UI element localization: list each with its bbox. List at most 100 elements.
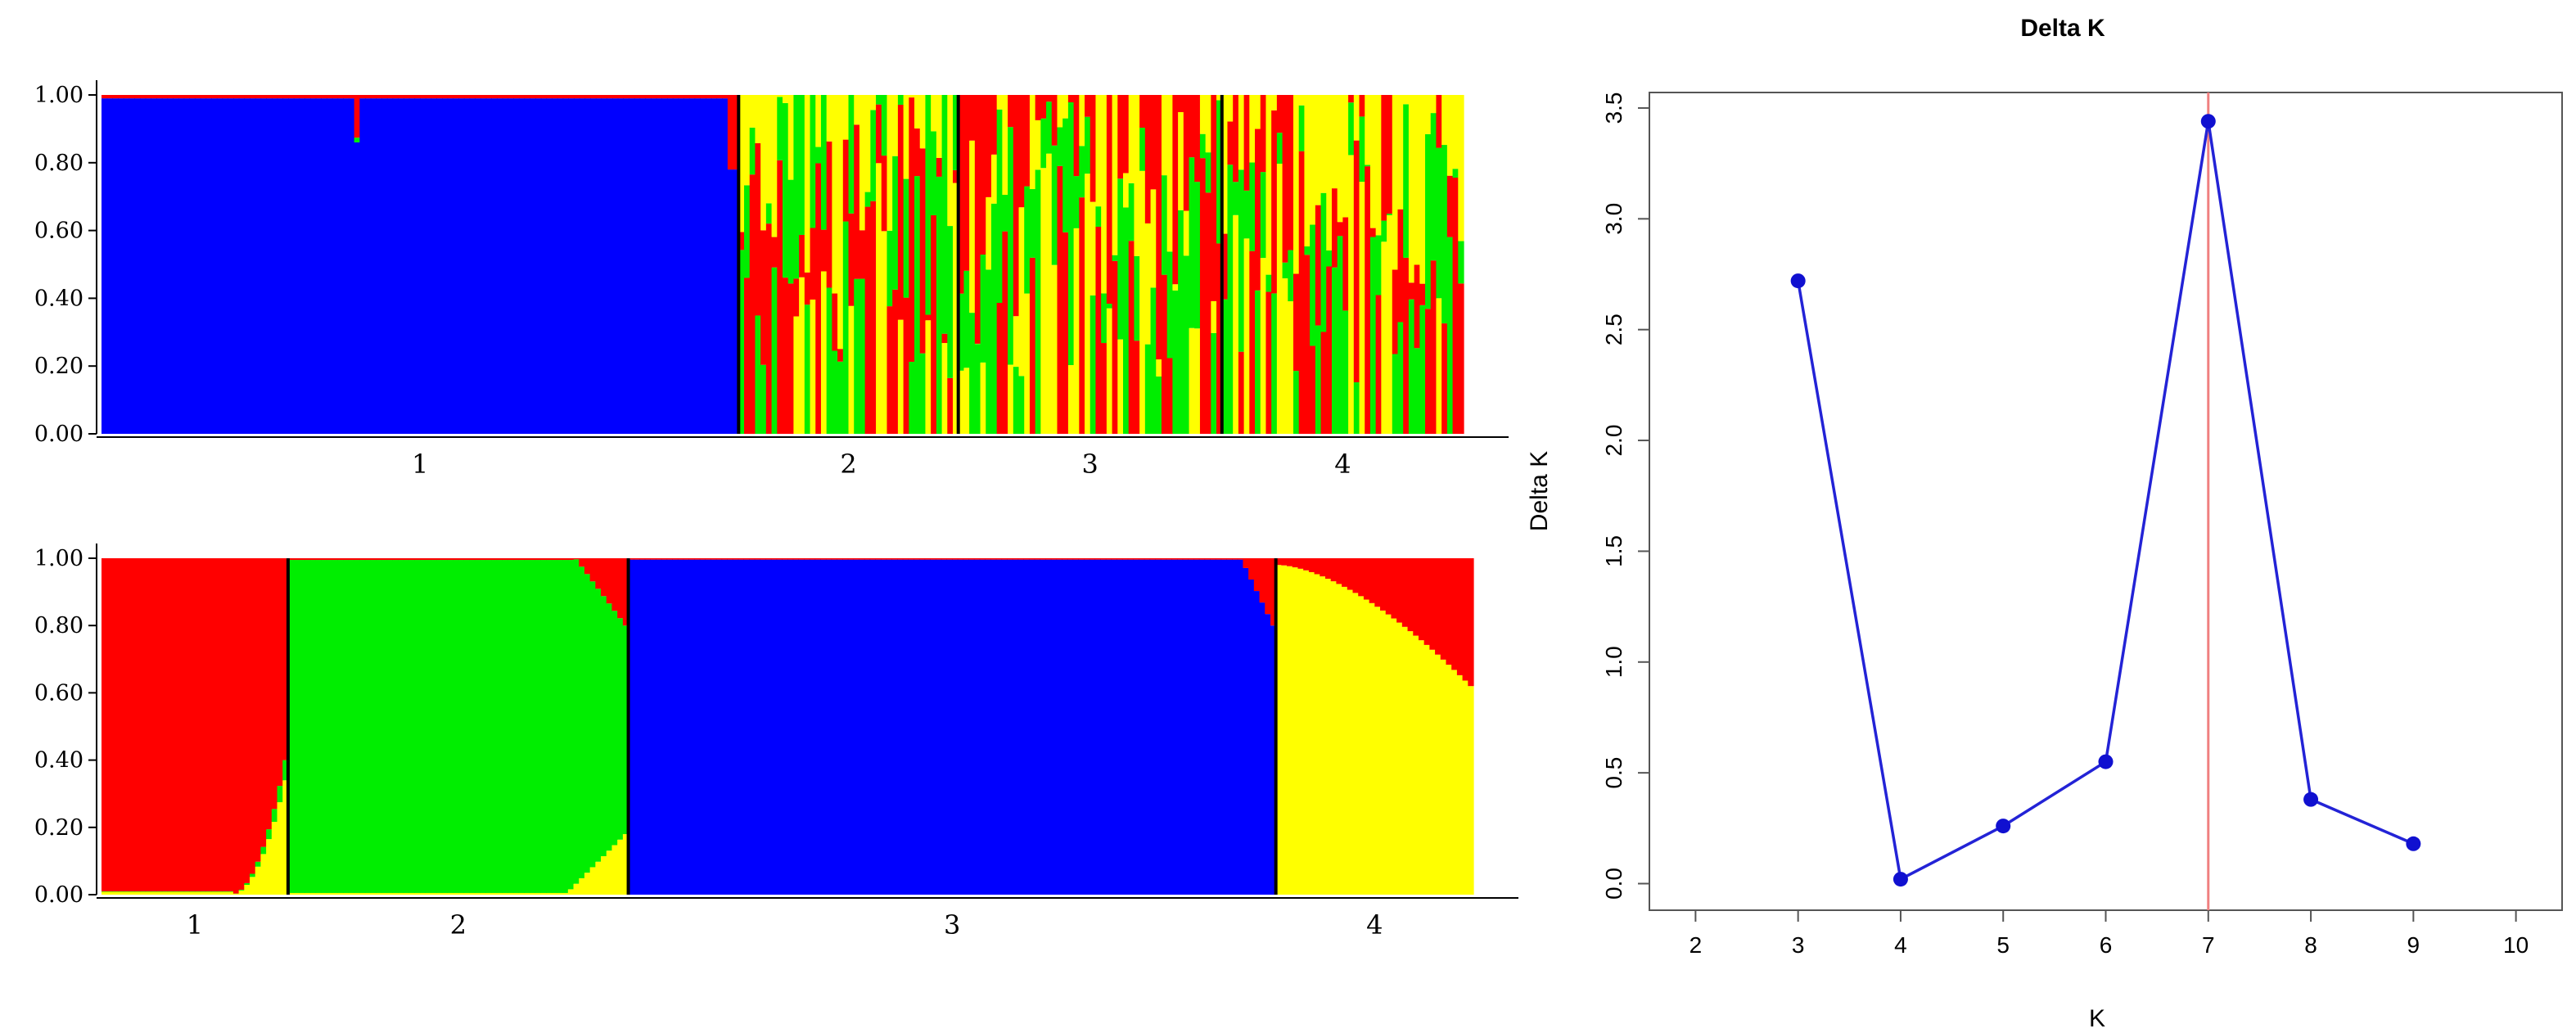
group-label: 4 bbox=[1334, 449, 1351, 480]
structure-bar-segment bbox=[112, 891, 119, 892]
structure-bar-segment bbox=[677, 559, 684, 895]
structure-bar-segment bbox=[980, 95, 986, 255]
structure-bar-segment bbox=[299, 98, 305, 434]
structure-bar-segment bbox=[1221, 233, 1229, 300]
structure-bar-segment bbox=[1359, 182, 1365, 435]
structure-bar-segment bbox=[354, 138, 360, 142]
structure-bar-segment bbox=[359, 558, 366, 561]
structure-bar-segment bbox=[491, 95, 498, 99]
structure-bar-segment bbox=[820, 558, 827, 560]
structure-bar-segment bbox=[441, 558, 448, 561]
structure-bar-segment bbox=[1226, 559, 1233, 895]
structure-bar-segment bbox=[1271, 95, 1278, 111]
structure-bar-segment bbox=[381, 98, 388, 434]
structure-bar-segment bbox=[1287, 566, 1293, 895]
structure-bar-segment bbox=[1166, 95, 1173, 252]
structure-bar-segment bbox=[469, 892, 476, 895]
structure-bar-segment bbox=[1220, 558, 1227, 560]
structure-bar-segment bbox=[1189, 327, 1195, 434]
structure-bar-segment bbox=[1282, 95, 1288, 263]
structure-bar-segment bbox=[1221, 299, 1229, 434]
structure-bar-segment bbox=[1029, 95, 1036, 190]
structure-bar-segment bbox=[1381, 95, 1387, 221]
structure-bar-segment bbox=[925, 95, 932, 315]
structure-bar-segment bbox=[1430, 113, 1437, 261]
delta-k-point bbox=[1790, 273, 1806, 289]
structure-bar-segment bbox=[266, 98, 273, 434]
structure-bar-segment bbox=[1112, 260, 1118, 434]
structure-bar-segment bbox=[1374, 607, 1381, 895]
structure-bar-segment bbox=[370, 95, 377, 99]
structure-bar-segment bbox=[986, 196, 992, 270]
structure-bar-segment bbox=[228, 891, 234, 892]
structure-bar-segment bbox=[562, 98, 569, 434]
structure-bar-segment bbox=[1352, 558, 1359, 593]
structure-bar-segment bbox=[173, 891, 179, 895]
structure-bar-segment bbox=[376, 98, 382, 434]
structure-bar-segment bbox=[727, 95, 734, 170]
structure-bar-segment bbox=[842, 559, 849, 895]
structure-bar-segment bbox=[222, 95, 228, 99]
structure-bar-segment bbox=[716, 95, 723, 99]
structure-bar-segment bbox=[145, 95, 151, 99]
structure-bar-segment bbox=[1144, 559, 1151, 895]
structure-bar-segment bbox=[287, 892, 295, 895]
structure-bar-segment bbox=[656, 558, 662, 560]
structure-bar-segment bbox=[435, 892, 443, 895]
structure-bar-segment bbox=[1111, 559, 1117, 895]
structure-bar-segment bbox=[1123, 95, 1130, 174]
x-tick-label: 6 bbox=[2100, 932, 2113, 958]
structure-bar-segment bbox=[1085, 116, 1091, 174]
structure-bar-segment bbox=[1051, 145, 1058, 265]
structure-bar-segment bbox=[1057, 95, 1063, 128]
structure-bar-segment bbox=[1369, 228, 1377, 237]
structure-bar-segment bbox=[957, 558, 964, 560]
structure-bar-segment bbox=[743, 559, 750, 895]
structure-bar-segment bbox=[161, 98, 169, 434]
structure-bar-segment bbox=[832, 293, 838, 351]
structure-bar-segment bbox=[1121, 558, 1129, 560]
structure-bar-segment bbox=[595, 558, 602, 589]
structure-bar-segment bbox=[1276, 95, 1283, 133]
structure-bar-segment bbox=[524, 558, 530, 561]
structure-bar-segment bbox=[178, 891, 185, 895]
structure-bar-segment bbox=[1347, 558, 1354, 590]
structure-bar-segment bbox=[1292, 567, 1299, 895]
structure-bar-segment bbox=[178, 891, 185, 892]
structure-bar-segment bbox=[288, 95, 295, 99]
structure-bar-segment bbox=[1347, 589, 1354, 895]
structure-bar-segment bbox=[458, 95, 465, 99]
structure-bar-segment bbox=[272, 98, 278, 434]
y-tick-label: 1.5 bbox=[1601, 535, 1626, 567]
x-tick-label: 9 bbox=[2407, 932, 2420, 958]
structure-bar-segment bbox=[167, 891, 174, 892]
structure-bar-segment bbox=[842, 558, 849, 560]
structure-bar-segment bbox=[1403, 104, 1410, 258]
structure-bar-segment bbox=[1062, 559, 1068, 895]
structure-bar-segment bbox=[441, 560, 448, 893]
structure-bar-segment bbox=[490, 558, 498, 561]
structure-bar-segment bbox=[892, 289, 899, 434]
structure-bar-segment bbox=[1271, 110, 1278, 294]
structure-bar-segment bbox=[1134, 255, 1140, 341]
structure-bar-segment bbox=[755, 315, 761, 434]
structure-bar-segment bbox=[557, 98, 564, 434]
structure-bar-segment bbox=[343, 98, 350, 434]
structure-bar-segment bbox=[364, 558, 372, 561]
structure-bar-segment bbox=[287, 558, 295, 561]
structure-bar-segment bbox=[1342, 558, 1348, 587]
structure-bar-segment bbox=[1051, 95, 1058, 146]
structure-bar-segment bbox=[1337, 95, 1343, 223]
structure-bar-segment bbox=[963, 559, 969, 895]
structure-bar-segment bbox=[364, 560, 372, 893]
structure-bar-segment bbox=[205, 98, 212, 434]
structure-bar-segment bbox=[765, 223, 773, 434]
structure-bar-segment bbox=[837, 361, 844, 434]
structure-bar-segment bbox=[1007, 559, 1013, 895]
structure-bar-segment bbox=[321, 892, 327, 895]
structure-bar-segment bbox=[579, 566, 585, 878]
structure-bar-segment bbox=[200, 98, 207, 434]
structure-bar-segment bbox=[1062, 232, 1069, 434]
structure-bar-segment bbox=[370, 892, 377, 895]
structure-bar-segment bbox=[386, 560, 393, 893]
